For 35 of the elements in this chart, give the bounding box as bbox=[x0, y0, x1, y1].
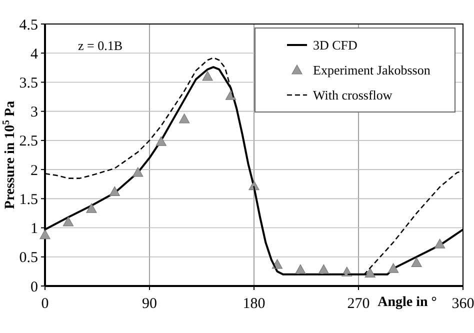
point bbox=[179, 114, 190, 124]
point bbox=[295, 264, 306, 274]
legend-label: 3D CFD bbox=[313, 38, 358, 53]
y-tick-label: 4.5 bbox=[19, 17, 38, 34]
point bbox=[272, 259, 283, 269]
point bbox=[86, 203, 97, 213]
x-axis-title: Angle in ° bbox=[378, 295, 437, 310]
y-tick-label: 0 bbox=[30, 279, 38, 296]
legend-label: Experiment Jakobsson bbox=[313, 62, 431, 78]
point bbox=[364, 268, 376, 278]
point bbox=[434, 238, 446, 248]
point bbox=[132, 167, 144, 177]
point bbox=[109, 186, 120, 196]
point bbox=[156, 136, 166, 146]
x-tick-label: 0 bbox=[41, 296, 49, 312]
annotation: z = 0.1B bbox=[78, 38, 123, 53]
x-tick-label: 270 bbox=[347, 296, 370, 312]
x-tick-label: 180 bbox=[242, 296, 266, 312]
y-tick-label: 3 bbox=[30, 104, 38, 121]
y-tick-label: 3.5 bbox=[19, 75, 38, 92]
y-tick-label: 1 bbox=[30, 221, 38, 238]
point bbox=[40, 229, 50, 240]
x-tick-label: 90 bbox=[142, 296, 157, 312]
point bbox=[202, 71, 213, 81]
x-tick-label: 360 bbox=[452, 296, 474, 312]
point bbox=[62, 216, 74, 226]
point bbox=[411, 257, 422, 268]
point bbox=[388, 263, 399, 273]
legend-label: With crossflow bbox=[313, 88, 393, 103]
y-tick-label: 0.5 bbox=[19, 250, 38, 266]
y-tick-label: 2.5 bbox=[19, 134, 38, 150]
y-tick-label: 2 bbox=[30, 162, 38, 179]
point bbox=[318, 264, 329, 274]
y-tick-label: 4 bbox=[30, 46, 38, 62]
y-tick-label: 1.5 bbox=[19, 192, 38, 208]
